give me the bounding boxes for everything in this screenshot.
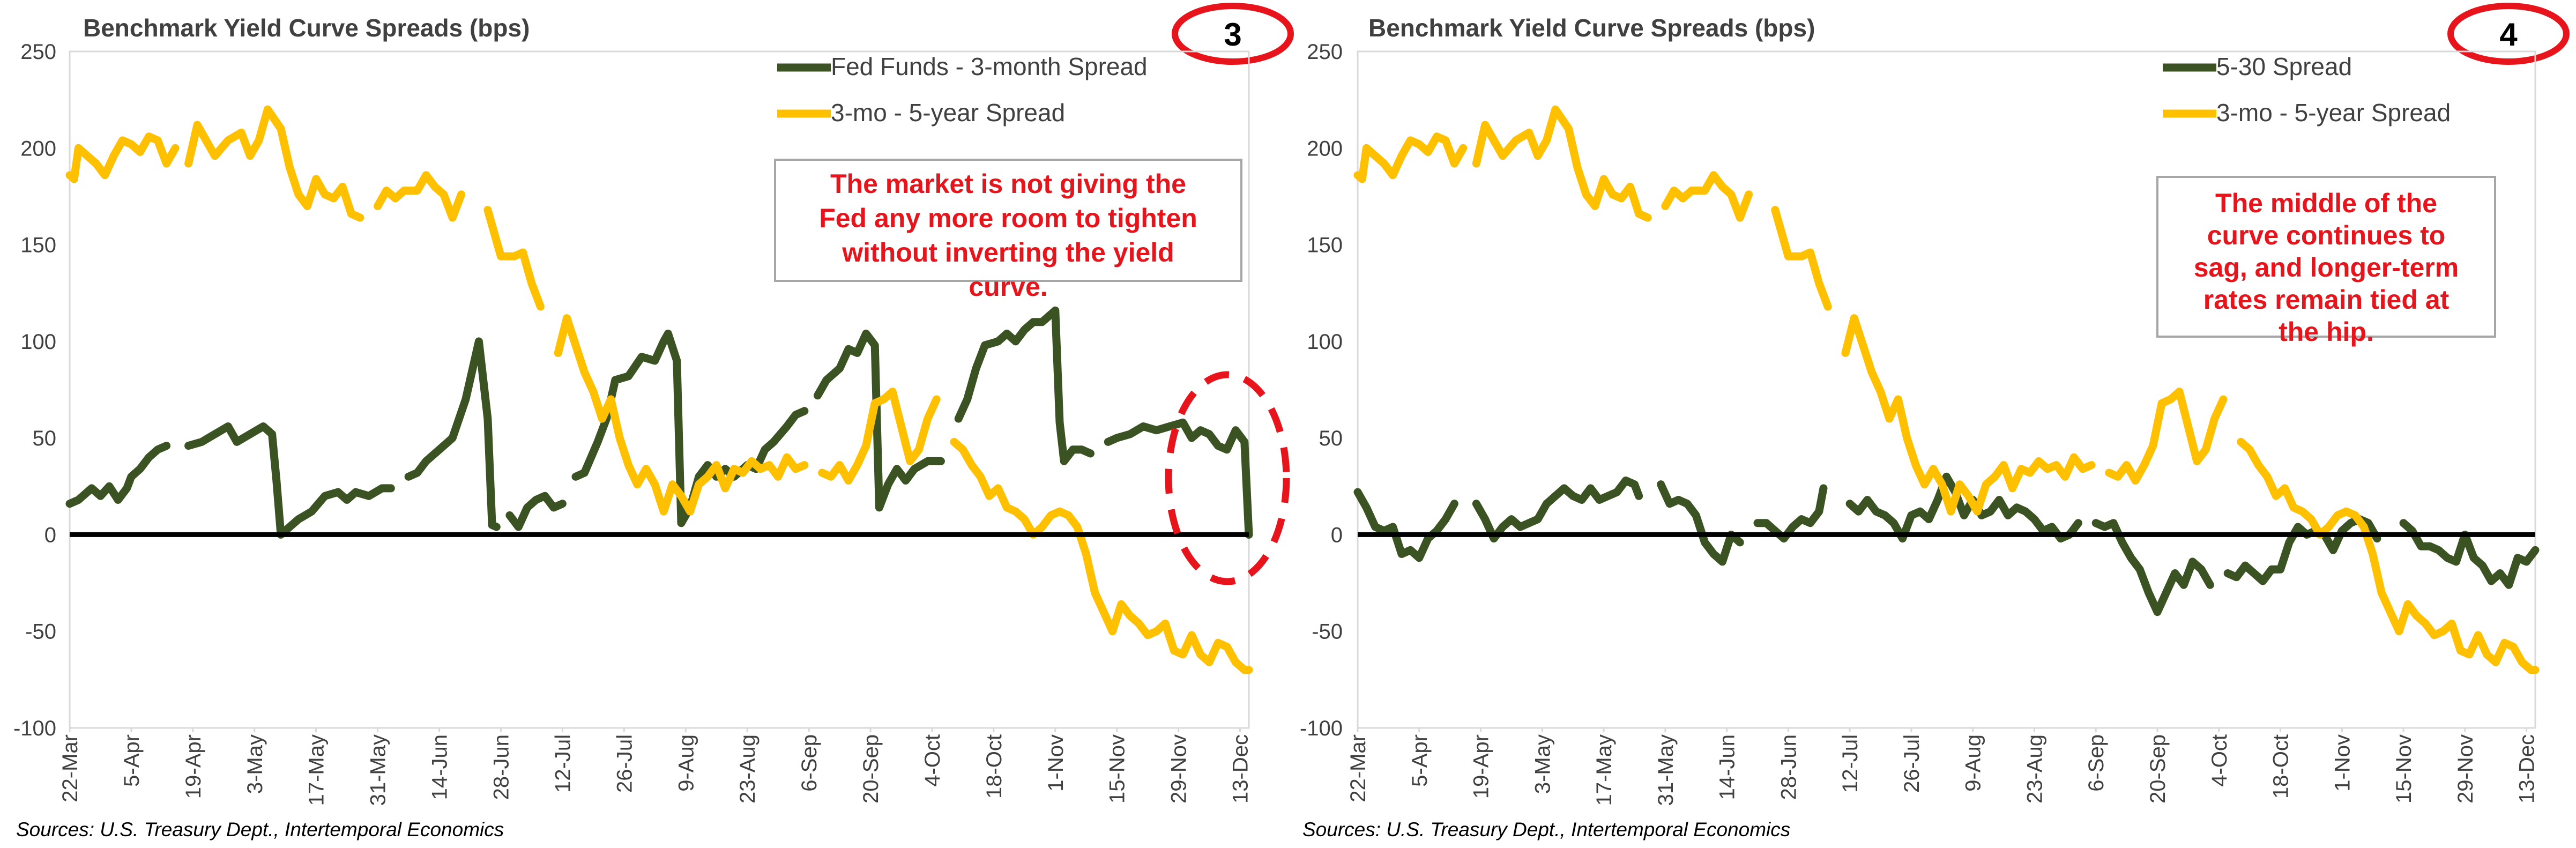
y-tick-label: 200 [1307,137,1343,160]
annotation-line: rates remain tied at [2203,285,2450,315]
annotation-box: The middle of the curve continues to sag… [2156,176,2496,347]
x-tick-label: 13-Dec [2515,734,2539,804]
annotation-box: The market is not giving the Fed any mor… [774,159,1242,302]
y-tick-label: 200 [20,137,56,160]
annotation-line: the hip. [2279,317,2374,347]
annotation-line: Fed any more room to tighten [819,203,1197,233]
x-tick-label: 20-Sep [859,734,883,804]
legend-label: Fed Funds - 3-month Spread [831,53,1148,80]
x-tick-label: 23-Aug [736,734,760,804]
x-tick-label: 15-Nov [1106,734,1129,804]
y-tick-label: -100 [13,717,56,740]
badge-number: 4 [2499,17,2518,53]
x-tick-label: 19-Apr [182,734,205,799]
chart-title: Benchmark Yield Curve Spreads (bps) [1368,14,1815,42]
legend: 5-30 Spread 3-mo - 5-year Spread [2163,53,2451,127]
plot-frame [1357,50,2536,729]
x-tick-label: 5-Apr [1408,734,1432,787]
legend: Fed Funds - 3-month Spread 3-mo - 5-year … [777,53,1148,127]
y-tick-label: 100 [20,330,56,354]
x-tick-label: 31-May [1654,734,1678,806]
x-tick-label: 22-Mar [58,734,82,802]
annotation-frame [2156,176,2496,338]
y-tick-label: 50 [33,427,57,450]
x-tick-label: 22-Mar [1346,734,1370,802]
x-tick-label: 1-Nov [1044,734,1068,792]
y-tick-label: 0 [1331,523,1343,547]
x-tick-label: 3-May [243,734,267,794]
annotation-line: The middle of the [2215,188,2437,218]
badge-ring [2447,3,2570,65]
annotation-line: without inverting the yield [842,237,1174,267]
chart-left: Benchmark Yield Curve Spreads (bps) 3 25… [13,3,1294,840]
x-tick-label: 26-Jul [613,734,636,793]
y-tick-label: 0 [44,523,56,547]
x-tick-label: 18-Oct [2269,734,2293,799]
x-tick-label: 15-Nov [2392,734,2416,804]
badge: 4 [2447,3,2570,65]
x-tick-label: 9-Aug [674,734,698,792]
source-note: Sources: U.S. Treasury Dept., Intertempo… [16,819,504,840]
x-tick-label: 19-Apr [1470,734,1493,799]
x-tick-label: 17-May [305,734,329,806]
y-tick-label: -50 [25,620,56,644]
x-tick-label: 26-Jul [1900,734,1924,793]
x-tick-label: 23-Aug [2023,734,2046,804]
y-tick-label: 100 [1307,330,1343,354]
annotation-line: curve. [969,272,1047,302]
x-tick-label: 12-Jul [551,734,575,793]
annotation-frame [774,159,1242,282]
series-line [1353,105,2540,674]
x-tick-label: 14-Jun [1716,734,1739,800]
x-tick-label: 5-Apr [120,734,144,787]
x-tick-label: 29-Nov [2454,734,2477,804]
chart-title: Benchmark Yield Curve Spreads (bps) [83,14,530,42]
x-tick-label: 9-Aug [1962,734,1985,792]
annotation-line: The market is not giving the [830,169,1186,199]
legend-label: 3-mo - 5-year Spread [2216,99,2451,127]
x-tick-label: 3-May [1531,734,1554,794]
legend-label: 3-mo - 5-year Spread [831,99,1065,127]
y-tick-label: 50 [1319,427,1343,450]
y-tick-label: 150 [1307,234,1343,257]
x-tick-label: 17-May [1592,734,1616,806]
annotation-line: sag, and longer-term [2194,252,2459,282]
x-tick-label: 28-Jun [1777,734,1800,800]
x-tick-label: 20-Sep [2146,734,2170,804]
x-tick-label: 28-Jun [489,734,513,800]
x-tick-label: 1-Nov [2331,734,2354,792]
x-tick-label: 31-May [367,734,390,806]
plot-frame [69,50,1250,729]
x-tick-label: 6-Sep [798,734,821,792]
series-line [65,105,1253,674]
chart-right: Benchmark Yield Curve Spreads (bps) 4 25… [1300,3,2570,840]
x-tick-label: 29-Nov [1167,734,1191,804]
x-tick-label: 13-Dec [1229,734,1253,804]
y-tick-label: 150 [20,234,56,257]
x-tick-label: 14-Jun [428,734,452,800]
annotation-line: curve continues to [2207,220,2446,250]
x-tick-label: 12-Jul [1838,734,1862,793]
badge-number: 3 [1224,17,1241,53]
y-tick-label: -50 [1312,620,1343,644]
highlight-ellipse [1165,371,1290,585]
x-tick-label: 6-Sep [2084,734,2108,792]
series-line [1353,472,2540,616]
source-note: Sources: U.S. Treasury Dept., Intertempo… [1302,819,1790,840]
badge-ring [1172,3,1294,65]
legend-label: 5-30 Spread [2216,53,2352,80]
badge: 3 [1172,3,1294,65]
y-tick-label: -100 [1300,717,1343,740]
x-tick-label: 18-Oct [982,734,1006,799]
y-tick-label: 250 [1307,40,1343,64]
x-tick-label: 4-Oct [2208,734,2231,787]
y-tick-label: 250 [20,40,56,64]
x-tick-label: 4-Oct [921,734,944,787]
